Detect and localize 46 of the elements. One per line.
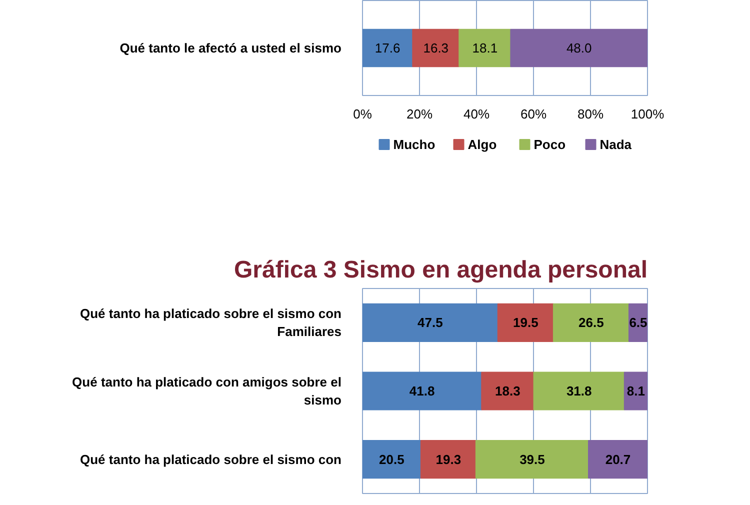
bar	[481, 372, 534, 410]
data-label: 18.1	[472, 40, 498, 56]
bar	[552, 303, 630, 342]
y-tick-label: Qué tanto ha platicado con amigos sobre el sismo	[72, 374, 342, 408]
data-label: 18.3	[495, 384, 520, 398]
data-label: 17.6	[374, 40, 400, 56]
data-label: 26.5	[578, 315, 604, 330]
data-label: 20.5	[379, 452, 404, 467]
data-label: 16.3	[423, 40, 449, 56]
legend-label: Poco	[534, 137, 566, 152]
bar	[362, 303, 498, 342]
data-label: 19.3	[436, 452, 462, 467]
x-tick-label: 20%	[406, 106, 433, 122]
bar	[412, 28, 460, 68]
data-label: 41.8	[409, 384, 435, 398]
data-label: 48.0	[566, 40, 592, 56]
x-tick-label: 40%	[463, 106, 490, 122]
bar	[362, 372, 482, 410]
data-label: 20.7	[605, 452, 631, 467]
y-tick-label: Qué tanto le afectó a usted el sismo	[120, 40, 342, 56]
y-tick-label: Qué tanto ha platicado sobre el sismo con Familiares	[80, 306, 342, 340]
legend-label: Mucho	[393, 137, 436, 152]
chart-title: Gráfica 3 Sismo en agenda personal	[234, 256, 648, 284]
x-tick-label: 80%	[577, 106, 604, 122]
legend-label: Nada	[600, 137, 632, 152]
bar	[458, 28, 512, 68]
bar	[497, 303, 554, 342]
bar	[362, 440, 422, 479]
x-tick-label: 100%	[630, 106, 665, 122]
y-tick-label: Qué tanto ha platicado sobre el sismo con	[80, 452, 342, 467]
data-label: 31.8	[566, 384, 592, 398]
data-label: 39.5	[520, 452, 545, 467]
bar	[475, 440, 590, 479]
bar	[510, 28, 648, 68]
bar	[624, 372, 648, 410]
bar	[533, 372, 625, 410]
x-tick-label: 0%	[353, 106, 372, 122]
data-label: 47.5	[418, 315, 443, 330]
data-label: 8.1	[626, 384, 645, 398]
bar	[362, 28, 414, 68]
bar	[420, 440, 476, 479]
x-tick-label: 60%	[520, 106, 547, 122]
data-label: 6.5	[629, 315, 648, 330]
bar	[588, 440, 648, 479]
legend-label: Algo	[468, 137, 497, 152]
data-label: 19.5	[513, 315, 538, 330]
